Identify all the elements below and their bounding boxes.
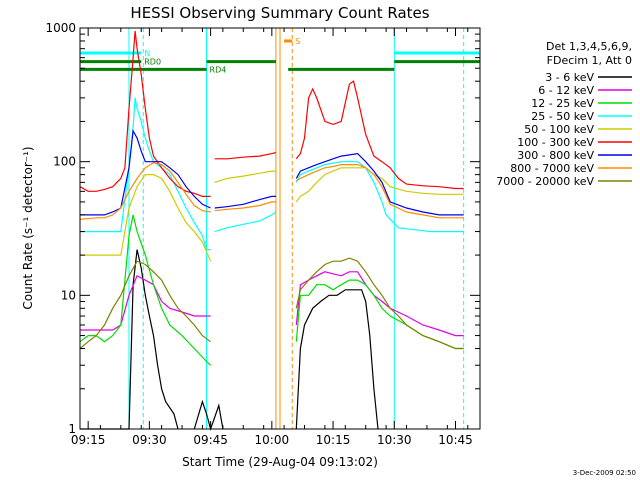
legend-header-line-2: FDecim 1, Att 0 [547, 54, 632, 67]
annotation-label-3: RD4 [210, 65, 227, 74]
y-axis-title: Count Rate (s⁻¹ detector⁻¹) [21, 146, 35, 309]
chart-title: HESSI Observing Summary Count Rates [130, 4, 429, 22]
series-line-8-segment-1 [295, 257, 464, 350]
y-tick-label-3: 1000 [45, 21, 76, 35]
series-line-1-segment-1 [295, 271, 464, 337]
series-line-6-segment-1 [214, 195, 276, 209]
axes: 09:15 09:30 09:45 10:00 10:15 10:30 10:45 1 10 10… [45, 21, 480, 447]
legend-label-1: 6 - 12 keV [538, 84, 594, 97]
series-line-4-segment-1 [214, 170, 276, 183]
x-tick-label-6: 10:45 [438, 433, 473, 447]
annotation-label-2: RD0 [144, 58, 161, 67]
series-line-6-segment-2 [295, 152, 464, 216]
x-tick-label-0: 09:15 [71, 433, 106, 447]
series-line-3-segment-1 [214, 211, 277, 233]
legend: Det 1,3,4,5,6,9, FDecim 1, Att 0 3 - 6 k… [496, 40, 632, 188]
legend-label-0: 3 - 6 keV [545, 71, 594, 84]
series-line-5-segment-2 [295, 80, 464, 190]
legend-label-8: 7000 - 20000 keV [496, 175, 594, 188]
y-tick-label-0: 1 [68, 422, 76, 436]
legend-label-4: 50 - 100 keV [524, 123, 594, 136]
series-line-2-segment-1 [295, 279, 464, 350]
series-line-3-segment-0 [80, 97, 211, 251]
x-tick-label-1: 09:30 [132, 433, 167, 447]
x-tick-label-2: 09:45 [193, 433, 228, 447]
legend-header-line-1: Det 1,3,4,5,6,9, [546, 40, 632, 53]
series-line-0-segment-1 [193, 399, 224, 432]
annotation-label-7: S [295, 37, 300, 46]
series-line-7-segment-1 [214, 201, 276, 212]
series-line-8-segment-0 [79, 260, 211, 349]
plot-frame [79, 27, 481, 430]
x-axis-title: Start Time (29-Aug-04 09:13:02) [182, 455, 378, 469]
legend-label-2: 12 - 25 keV [531, 97, 594, 110]
series-line-6-segment-0 [80, 128, 211, 216]
x-tick-label-4: 10:15 [316, 433, 351, 447]
legend-label-5: 100 - 300 keV [517, 136, 594, 149]
legend-label-3: 25 - 50 keV [531, 110, 594, 123]
y-tick-label-2: 100 [53, 155, 76, 169]
series-line-1-segment-0 [80, 274, 211, 331]
legend-label-6: 300 - 800 keV [517, 149, 594, 162]
series-line-7-segment-0 [79, 162, 211, 220]
footer-timestamp: 3-Dec-2009 02:50 [573, 469, 636, 477]
series-line-3-segment-2 [295, 161, 464, 233]
annotation-label-0: N [144, 49, 150, 58]
x-tick-label-5: 10:30 [377, 433, 412, 447]
y-tick-label-1: 10 [61, 288, 76, 302]
series-line-4-segment-0 [80, 174, 212, 262]
series-line-7-segment-2 [296, 164, 464, 219]
series-line-2-segment-0 [79, 214, 212, 366]
legend-label-7: 800 - 7000 keV [510, 162, 594, 175]
series-line-0-segment-2 [295, 289, 379, 430]
series-line-5-segment-1 [214, 152, 277, 160]
x-tick-label-3: 10:00 [255, 433, 290, 447]
